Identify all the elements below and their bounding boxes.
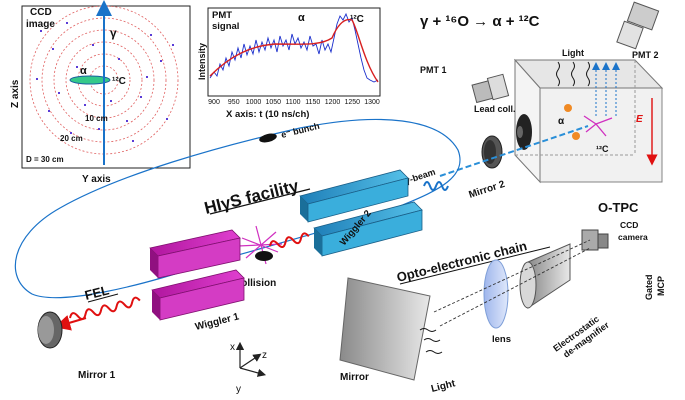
otpc-alpha-label: α: [558, 116, 565, 127]
efield-label: E: [636, 114, 643, 125]
ccd-ring-10-label: 10 cm: [85, 114, 108, 123]
pmt-xtick-label: 950: [228, 99, 240, 106]
optical-path: [433, 239, 591, 327]
wiggler-2: [299, 169, 423, 257]
light-emission: [556, 61, 590, 87]
collision-label: Collision: [234, 278, 276, 289]
decay-vertex: [583, 115, 613, 137]
pmt1-label: PMT 1: [420, 65, 447, 75]
wiggler1-label: Wiggler 1: [194, 311, 241, 333]
ccd-gamma-label: γ: [110, 26, 117, 40]
ccd-y-axis-label: Y axis: [82, 174, 111, 185]
ccd-z-axis-label: Z axis: [10, 79, 21, 108]
pmt-xtick-label: 1250: [344, 99, 360, 106]
lens-label: lens: [492, 334, 511, 345]
mirror-1: [37, 311, 63, 349]
ccd-image-panel: CCD image Z axis Y axis γ α ¹²C 10 cm 20…: [10, 0, 191, 185]
ccd-title-2: image: [26, 19, 55, 30]
ebunch-label: e⁻ bunch: [280, 121, 321, 140]
lead-coll-label: Lead coll.: [474, 104, 516, 114]
alpha-particle: [564, 104, 572, 112]
pmt-fit-curve: [209, 18, 379, 83]
fel-laser-wave: [69, 296, 141, 320]
pmt-xtick-label: 1300: [364, 99, 380, 106]
axis-y-label: y: [236, 384, 241, 395]
fel-arrow: [54, 315, 87, 331]
pmt-signal-trace: [209, 12, 379, 83]
pmt-xtick-label: 1150: [305, 99, 320, 106]
pmt-xlabel: X axis: t (10 ns/ch): [226, 109, 309, 120]
pmt-xtick-label: 1100: [285, 99, 300, 106]
collision-star: [237, 225, 283, 265]
gamma-beam-line: [439, 125, 589, 177]
mirror-plane: [339, 277, 431, 381]
reaction-equation: γ + ¹⁶O → α + ¹²C: [420, 13, 540, 30]
pmt-2: [616, 1, 660, 50]
gated-mcp-label-2: MCP: [656, 276, 666, 296]
light2-label: Light: [430, 378, 457, 395]
mirror2-label: Mirror 2: [468, 179, 507, 201]
light-arrows: [592, 62, 620, 116]
pmt-signal-panel: PMT signal Intensity α ¹²C 900 950 1000 105…: [197, 7, 381, 120]
pmt-alpha-label: α: [298, 12, 305, 24]
gated-mcp-label-1: Gated: [644, 274, 654, 300]
ccd-noise-dots: [36, 22, 174, 142]
gamma-wave: [423, 181, 449, 191]
ccd-camera-label-2: camera: [618, 232, 648, 242]
fel-underline: [87, 293, 119, 303]
ccd-alpha-label: α: [80, 65, 87, 77]
pmt-title-1: PMT: [212, 10, 232, 21]
pmt-xtick-label: 900: [208, 99, 220, 106]
light-label: Light: [562, 48, 584, 58]
pmt-xtick-label: 1000: [246, 99, 262, 106]
pmt-ylabel: Intensity: [197, 43, 207, 80]
pmt2-label: PMT 2: [632, 50, 659, 60]
collision-bunch-icon: [255, 251, 273, 261]
facility-underline: [209, 188, 311, 215]
collision-laser-wave: [269, 232, 310, 248]
pmt-xtick-label: 1200: [325, 99, 341, 106]
lead-collimator: [516, 114, 532, 150]
otpc-box: [513, 58, 664, 184]
c12-particle: [572, 132, 580, 140]
otpc-c12-label: ¹²C: [596, 144, 609, 154]
mirror-2: [481, 135, 503, 169]
coordinate-axes: [235, 341, 267, 377]
axis-x-label: x: [230, 342, 235, 353]
mirror1-label: Mirror 1: [78, 370, 116, 381]
mirror-label: Mirror: [340, 372, 369, 383]
gamma-beam-label: γ-beam: [404, 167, 437, 186]
axis-z-label: z: [262, 350, 267, 361]
ccd-frame: [21, 5, 191, 169]
pmt-xtick-label: 1050: [265, 99, 281, 106]
opto-chain-underline: [399, 246, 551, 285]
ccd-c12-label: ¹²C: [112, 76, 126, 87]
pmt-c12-label: ¹²C: [350, 14, 364, 25]
electrostatic-demagnifier: [519, 243, 571, 309]
ccd-ring-20-label: 20 cm: [60, 134, 83, 143]
ccd-title-1: CCD: [30, 7, 52, 18]
light-rays-chain: [419, 328, 443, 354]
pmt-title-2: signal: [212, 21, 239, 32]
pmt-1: [471, 73, 510, 104]
alpha-track: [69, 75, 111, 85]
pmt-x-ticks: 900 950 1000 1050 1100 1150 1200 1250 1300: [208, 99, 380, 106]
otpc-label: O-TPC: [598, 200, 639, 215]
ccd-camera-label-1: CCD: [620, 220, 638, 230]
ccd-ring-30-label: D = 30 cm: [26, 155, 64, 164]
ccd-camera: [581, 229, 609, 251]
electron-bunch-icon: [259, 133, 277, 143]
wiggler-1: [149, 229, 245, 321]
lens: [483, 259, 509, 329]
